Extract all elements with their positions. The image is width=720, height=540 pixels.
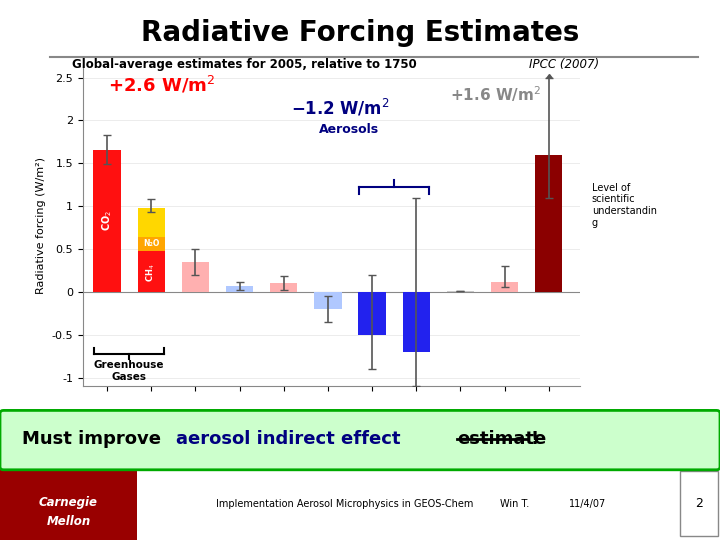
Text: 11/4/07: 11/4/07	[569, 498, 606, 509]
Bar	[138, 208, 165, 237]
Bar	[94, 150, 121, 292]
Text: 2: 2	[696, 497, 703, 510]
Bar	[138, 237, 165, 251]
Bar	[359, 292, 386, 335]
Text: Greenhouse
Gases: Greenhouse Gases	[94, 360, 164, 382]
Text: +2.6 W/m$^2$: +2.6 W/m$^2$	[108, 75, 215, 96]
Text: Mellon: Mellon	[46, 515, 91, 528]
Text: Implementation Aerosol Microphysics in GEOS-Chem: Implementation Aerosol Microphysics in G…	[216, 498, 473, 509]
Text: N₂O: N₂O	[143, 239, 159, 248]
Bar	[491, 281, 518, 292]
Bar	[446, 291, 474, 292]
Text: CO$_2$: CO$_2$	[100, 210, 114, 231]
Bar	[226, 286, 253, 292]
Text: CH$_4$: CH$_4$	[145, 264, 158, 282]
Text: Level of
scientific
understandin
g: Level of scientific understandin g	[592, 183, 657, 227]
Text: Carnegie: Carnegie	[39, 496, 98, 509]
Bar	[535, 155, 562, 292]
Bar	[270, 284, 297, 292]
Text: +1.6 W/m$^2$: +1.6 W/m$^2$	[451, 84, 541, 104]
Text: aerosol indirect effect: aerosol indirect effect	[176, 430, 407, 448]
Text: estimate: estimate	[457, 430, 546, 448]
Text: IPCC (2007): IPCC (2007)	[529, 58, 599, 71]
Text: Win T.: Win T.	[500, 498, 530, 509]
Y-axis label: Radiative forcing (W/m²): Radiative forcing (W/m²)	[36, 157, 46, 294]
Bar	[138, 251, 165, 292]
Text: −1.2 W/m$^2$: −1.2 W/m$^2$	[292, 97, 390, 118]
Bar	[402, 292, 430, 352]
Bar	[181, 262, 209, 292]
Bar	[314, 292, 341, 309]
Text: Aerosols: Aerosols	[318, 123, 379, 136]
Text: Radiative Forcing Estimates: Radiative Forcing Estimates	[141, 19, 579, 47]
Text: Must improve: Must improve	[22, 430, 167, 448]
Text: !: !	[531, 430, 539, 448]
Text: Global-average estimates for 2005, relative to 1750: Global-average estimates for 2005, relat…	[72, 58, 417, 71]
FancyBboxPatch shape	[680, 471, 718, 536]
FancyBboxPatch shape	[0, 467, 137, 540]
